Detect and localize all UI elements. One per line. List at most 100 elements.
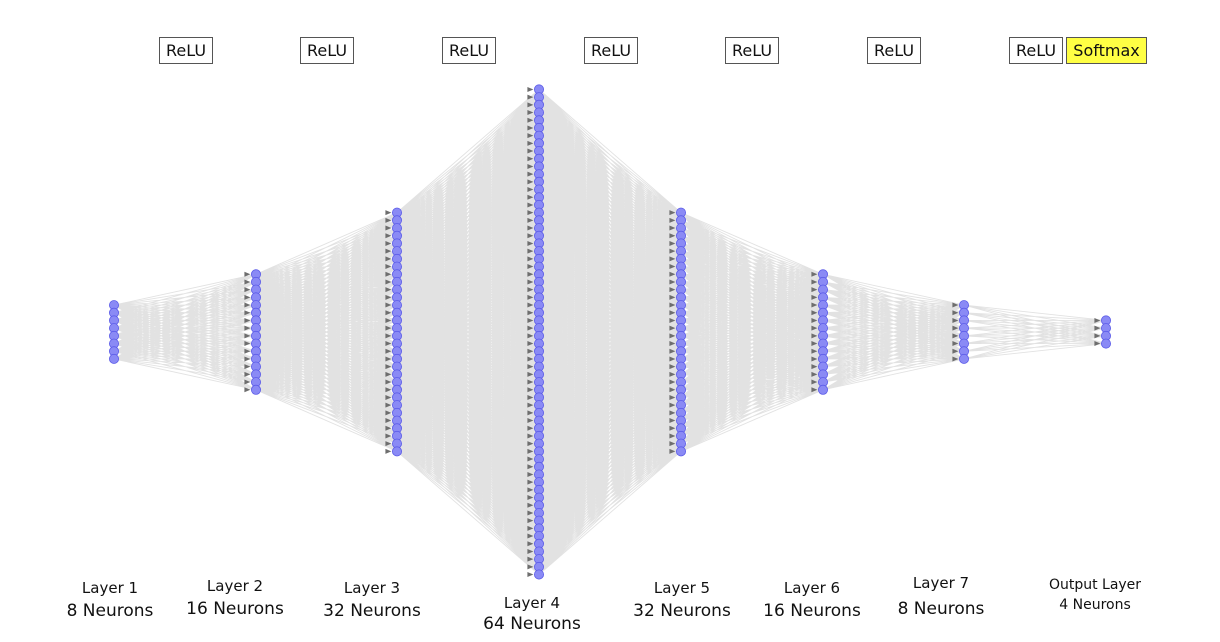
arrowhead xyxy=(385,310,392,316)
arrowhead xyxy=(527,471,534,477)
layer-5-neurons xyxy=(676,207,687,457)
arrowhead xyxy=(244,356,251,362)
arrowhead xyxy=(952,341,959,347)
arrowhead xyxy=(527,287,534,293)
arrowhead xyxy=(669,441,676,447)
arrowhead xyxy=(527,448,534,454)
arrowhead xyxy=(811,348,818,354)
arrowhead xyxy=(385,248,392,254)
arrowhead xyxy=(244,310,251,316)
arrowhead xyxy=(527,233,534,239)
layer-label-6: Layer 6 16 Neurons xyxy=(763,578,861,624)
neuron xyxy=(676,446,687,457)
layer-title: Output Layer xyxy=(1048,577,1142,593)
arrowhead xyxy=(527,402,534,408)
connection-lines xyxy=(538,89,682,575)
arrowhead xyxy=(1094,317,1101,323)
activation-relu-5: ReLU xyxy=(725,37,779,64)
arrowhead xyxy=(811,325,818,331)
arrowhead xyxy=(669,294,676,300)
arrowhead xyxy=(527,202,534,208)
arrowhead xyxy=(811,364,818,370)
connection-lines xyxy=(822,273,965,391)
arrowhead xyxy=(385,410,392,416)
arrowhead xyxy=(385,294,392,300)
arrowhead xyxy=(385,210,392,216)
arrowhead xyxy=(527,86,534,92)
arrowhead xyxy=(527,163,534,169)
arrowhead xyxy=(385,333,392,339)
connections xyxy=(113,86,1107,578)
layer-label-2: Layer 2 16 Neurons xyxy=(186,576,284,622)
arrowhead xyxy=(244,387,251,393)
layer-title: Layer 6 xyxy=(783,579,841,597)
arrowhead xyxy=(385,418,392,424)
layer-4-neurons xyxy=(534,84,545,580)
arrowhead xyxy=(669,348,676,354)
connection-group-2 xyxy=(255,210,398,454)
layer-title: Layer 5 xyxy=(653,579,711,597)
arrowhead xyxy=(952,310,959,316)
arrowhead xyxy=(669,279,676,285)
neuron xyxy=(959,353,970,364)
arrowhead xyxy=(1094,341,1101,347)
arrowhead xyxy=(669,233,676,239)
arrowhead xyxy=(811,356,818,362)
layer-label-output: Output Layer 4 Neurons xyxy=(1049,575,1141,615)
arrowhead xyxy=(527,441,534,447)
arrowhead xyxy=(527,217,534,223)
arrowhead xyxy=(811,310,818,316)
arrowhead xyxy=(244,302,251,308)
arrowhead xyxy=(527,294,534,300)
layer-title: Layer 3 xyxy=(343,579,401,597)
connection-lines xyxy=(680,212,824,452)
arrowhead xyxy=(527,140,534,146)
arrowhead xyxy=(527,464,534,470)
layer-neuron-count: 8 Neurons xyxy=(897,599,985,619)
connection-lines xyxy=(255,212,398,452)
activation-relu-2: ReLU xyxy=(300,37,354,64)
activation-softmax: Softmax xyxy=(1066,37,1147,64)
layer-8-neurons xyxy=(1101,315,1112,349)
arrowhead xyxy=(527,225,534,231)
arrowhead xyxy=(811,271,818,277)
arrowhead xyxy=(669,379,676,385)
layer-label-1: Layer 1 8 Neurons xyxy=(67,578,154,624)
arrowhead xyxy=(669,402,676,408)
arrowhead xyxy=(244,287,251,293)
arrowhead xyxy=(527,425,534,431)
arrowhead xyxy=(385,341,392,347)
arrowhead xyxy=(527,279,534,285)
activation-label: Softmax xyxy=(1073,41,1140,60)
arrowhead xyxy=(527,348,534,354)
arrowhead xyxy=(527,248,534,254)
arrowhead xyxy=(385,279,392,285)
arrowhead xyxy=(811,317,818,323)
arrowhead xyxy=(527,518,534,524)
activation-label: ReLU xyxy=(590,41,632,60)
arrowhead xyxy=(669,264,676,270)
neurons xyxy=(109,84,1112,580)
arrowhead xyxy=(669,394,676,400)
arrowhead xyxy=(811,333,818,339)
arrowhead xyxy=(527,495,534,501)
arrowhead xyxy=(385,217,392,223)
arrowhead xyxy=(527,387,534,393)
arrowhead xyxy=(385,448,392,454)
arrowhead xyxy=(527,240,534,246)
arrowhead xyxy=(811,287,818,293)
arrowhead xyxy=(244,371,251,377)
activation-label: ReLU xyxy=(306,41,348,60)
arrowhead xyxy=(385,256,392,262)
arrowhead xyxy=(385,433,392,439)
arrowhead xyxy=(669,317,676,323)
arrowhead xyxy=(244,279,251,285)
arrowhead xyxy=(669,410,676,416)
arrowhead xyxy=(669,356,676,362)
activation-label: ReLU xyxy=(448,41,490,60)
arrowhead xyxy=(527,102,534,108)
arrowhead xyxy=(527,210,534,216)
arrowhead xyxy=(385,348,392,354)
arrowhead xyxy=(811,371,818,377)
arrowhead xyxy=(527,264,534,270)
